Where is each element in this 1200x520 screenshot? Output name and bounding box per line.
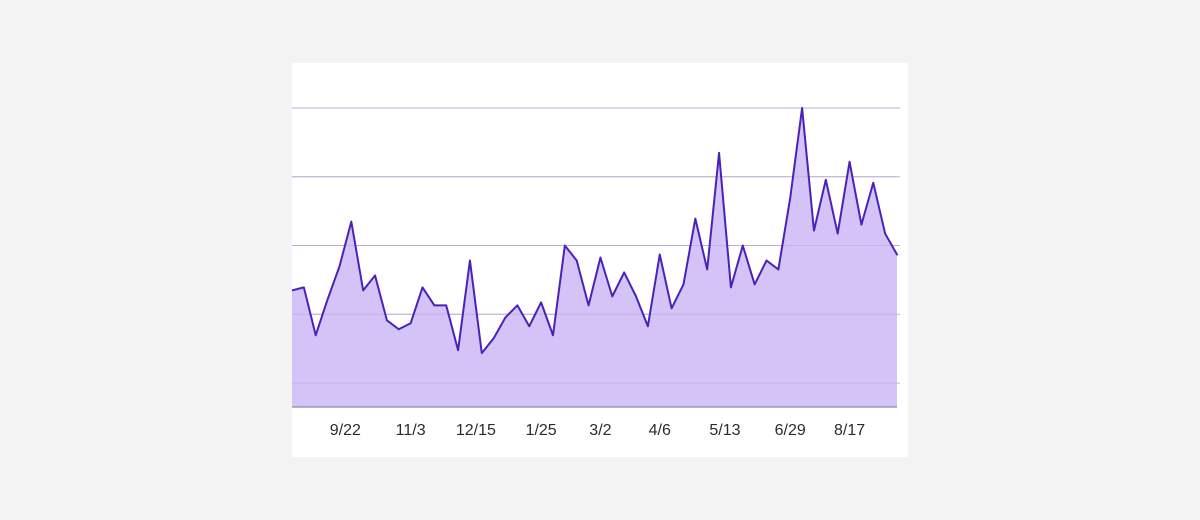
x-tick-labels: 9/22 11/3 12/15 1/25 3/2 4/6 5/13 6/29 8/17 [330, 422, 865, 439]
area-chart: 9/22 11/3 12/15 1/25 3/2 4/6 5/13 6/29 8/17 [292, 107, 900, 439]
area-fill [292, 108, 897, 407]
x-tick-label: 12/15 [456, 422, 496, 439]
x-tick-label: 9/22 [330, 422, 361, 439]
x-tick-label: 1/25 [526, 422, 557, 439]
x-tick-label: 8/17 [834, 422, 865, 439]
series-line [292, 107, 898, 355]
x-tick-label: 5/13 [709, 422, 740, 439]
x-tick-label: 11/3 [396, 422, 426, 439]
chart-card: 9/22 11/3 12/15 1/25 3/2 4/6 5/13 6/29 8/17 [292, 63, 908, 457]
area-series [292, 107, 898, 407]
x-tick-label: 4/6 [649, 422, 671, 439]
x-tick-label: 3/2 [589, 422, 611, 439]
x-tick-label: 6/29 [775, 422, 806, 439]
